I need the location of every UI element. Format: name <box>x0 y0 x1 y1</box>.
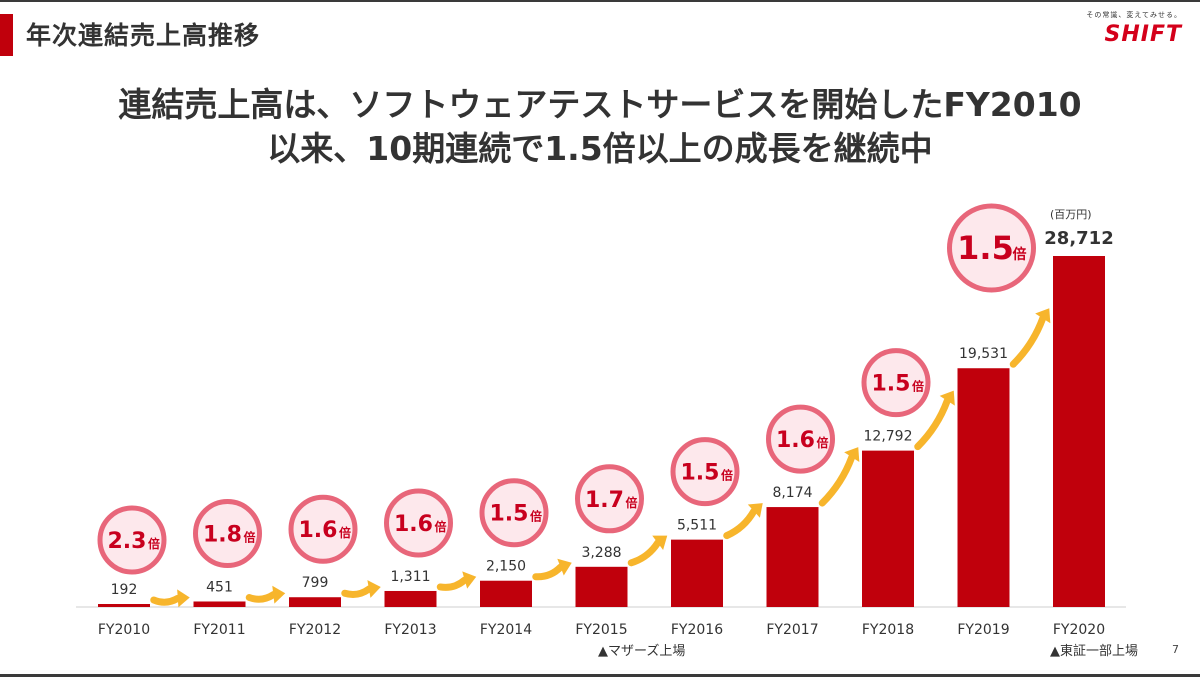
logo-tagline: その常識、変えてみせる。 <box>1086 11 1182 19</box>
growth-multiplier-5: 1.7 <box>585 488 624 513</box>
value-label-FY2016: 5,511 <box>677 518 717 534</box>
growth-suffix-8: 倍 <box>912 379 924 394</box>
x-tick-label-FY2011: FY2011 <box>193 622 245 638</box>
growth-suffix-3: 倍 <box>434 519 446 534</box>
value-label-FY2011: 451 <box>206 579 233 595</box>
growth-multiplier-4: 1.5 <box>490 502 529 527</box>
growth-multiplier-8: 1.5 <box>872 372 911 397</box>
growth-arrow-shaft-0 <box>150 594 182 606</box>
bar-FY2016 <box>671 539 723 607</box>
growth-arrow-shaft-9 <box>1009 314 1047 368</box>
value-label-FY2019: 19,531 <box>959 346 1008 362</box>
growth-suffix-1: 倍 <box>243 529 255 544</box>
growth-arrow-head-1 <box>272 585 286 604</box>
headline-line-2: 以来、10期連続で1.5倍以上の成長を継続中 <box>267 129 933 168</box>
growth-arrow-head-9 <box>1035 308 1051 324</box>
value-label-FY2012: 799 <box>302 575 329 591</box>
x-tick-label-FY2010: FY2010 <box>98 622 150 638</box>
x-tick-label-FY2015: FY2015 <box>575 622 627 638</box>
value-label-FY2020: 28,712 <box>1044 228 1113 249</box>
x-tick-label-FY2020: FY2020 <box>1053 622 1105 638</box>
growth-arrow-shaft-8 <box>914 397 951 451</box>
growth-suffix-2: 倍 <box>339 525 351 540</box>
value-label-FY2015: 3,288 <box>581 545 621 561</box>
growth-arrow-shaft-3 <box>436 576 469 591</box>
growth-suffix-5: 倍 <box>625 495 637 510</box>
value-label-FY2013: 1,311 <box>390 569 430 585</box>
growth-arrow-head-6 <box>747 503 763 518</box>
growth-multiplier-7: 1.6 <box>776 428 815 453</box>
growth-bubble-2 <box>288 494 358 564</box>
top-border <box>0 0 1200 2</box>
headline-line-1: 連結売上高は、ソフトウェアテストサービスを開始したFY2010 <box>118 85 1082 124</box>
bar-FY2020 <box>1053 256 1105 607</box>
x-tick-label-FY2018: FY2018 <box>862 622 914 638</box>
growth-multiplier-6: 1.5 <box>681 461 720 486</box>
value-label-FY2014: 2,150 <box>486 559 526 575</box>
logo-wordmark: SHIFT <box>1104 22 1182 47</box>
bar-FY2013 <box>384 590 437 607</box>
growth-arrow-shaft-5 <box>627 539 662 567</box>
growth-suffix-9: 倍 <box>1013 246 1027 263</box>
growth-arrow-head-0 <box>177 589 190 608</box>
growth-suffix-7: 倍 <box>816 435 828 450</box>
growth-arrow-head-4 <box>557 558 572 576</box>
growth-bubble-4 <box>479 478 549 548</box>
mothers-listing-note: ▲マザーズ上場 <box>598 644 686 659</box>
growth-arrow-head-3 <box>462 571 477 589</box>
growth-arrow-head-2 <box>367 580 381 598</box>
value-label-FY2018: 12,792 <box>864 429 913 445</box>
value-label-FY2017: 8,174 <box>772 485 812 501</box>
section-title: 年次連結売上高推移 <box>26 21 261 50</box>
shift-logo: その常識、変えてみせる。 SHIFT <box>1072 10 1182 47</box>
value-label-FY2010: 192 <box>111 582 138 598</box>
growth-multiplier-3: 1.6 <box>394 512 433 537</box>
growth-suffix-4: 倍 <box>530 509 542 524</box>
growth-arrow-shaft-6 <box>723 507 758 540</box>
bar-FY2012 <box>289 597 341 607</box>
growth-arrow-shaft-1 <box>245 591 277 603</box>
x-tick-label-FY2016: FY2016 <box>671 622 723 638</box>
growth-bubble-7 <box>766 404 835 474</box>
growth-bubble-1 <box>193 498 262 568</box>
page-number: 7 <box>1172 643 1179 656</box>
growth-bubble-3 <box>384 488 453 558</box>
bar-FY2014 <box>480 580 532 607</box>
bar-FY2011 <box>193 601 246 607</box>
growth-arrow-head-5 <box>652 535 668 551</box>
growth-multiplier-0: 2.3 <box>108 529 147 554</box>
growth-bubble-8 <box>861 348 931 418</box>
growth-suffix-0: 倍 <box>148 536 160 551</box>
growth-multiplier-9: 1.5 <box>957 229 1014 267</box>
growth-arrow-head-7 <box>844 447 860 463</box>
section-accent-bar <box>0 14 13 56</box>
growth-bubble-5 <box>575 464 644 534</box>
x-tick-label-FY2019: FY2019 <box>957 622 1009 638</box>
growth-suffix-6: 倍 <box>721 468 733 483</box>
growth-multiplier-1: 1.8 <box>203 522 242 547</box>
bar-FY2015 <box>575 566 628 607</box>
growth-bubble-0 <box>97 505 167 575</box>
x-tick-label-FY2017: FY2017 <box>766 622 818 638</box>
growth-arrow-shaft-4 <box>532 563 565 581</box>
bar-FY2018 <box>862 450 914 607</box>
x-tick-label-FY2014: FY2014 <box>480 622 532 638</box>
growth-arrow-shaft-7 <box>818 453 856 507</box>
growth-arrow-shaft-2 <box>341 585 373 598</box>
growth-bubble-9 <box>947 203 1036 293</box>
bar-FY2019 <box>957 368 1010 607</box>
bar-FY2017 <box>766 507 819 607</box>
bottom-border <box>0 674 1200 677</box>
growth-arrow-head-8 <box>939 390 955 406</box>
bar-FY2010 <box>98 604 150 607</box>
growth-bubble-6 <box>670 437 740 507</box>
tse-first-section-note: ▲東証一部上場 <box>1050 644 1138 659</box>
x-tick-label-FY2013: FY2013 <box>384 622 436 638</box>
x-tick-label-FY2012: FY2012 <box>289 622 341 638</box>
unit-label: (百万円) <box>1050 208 1092 221</box>
growth-multiplier-2: 1.6 <box>299 518 338 543</box>
